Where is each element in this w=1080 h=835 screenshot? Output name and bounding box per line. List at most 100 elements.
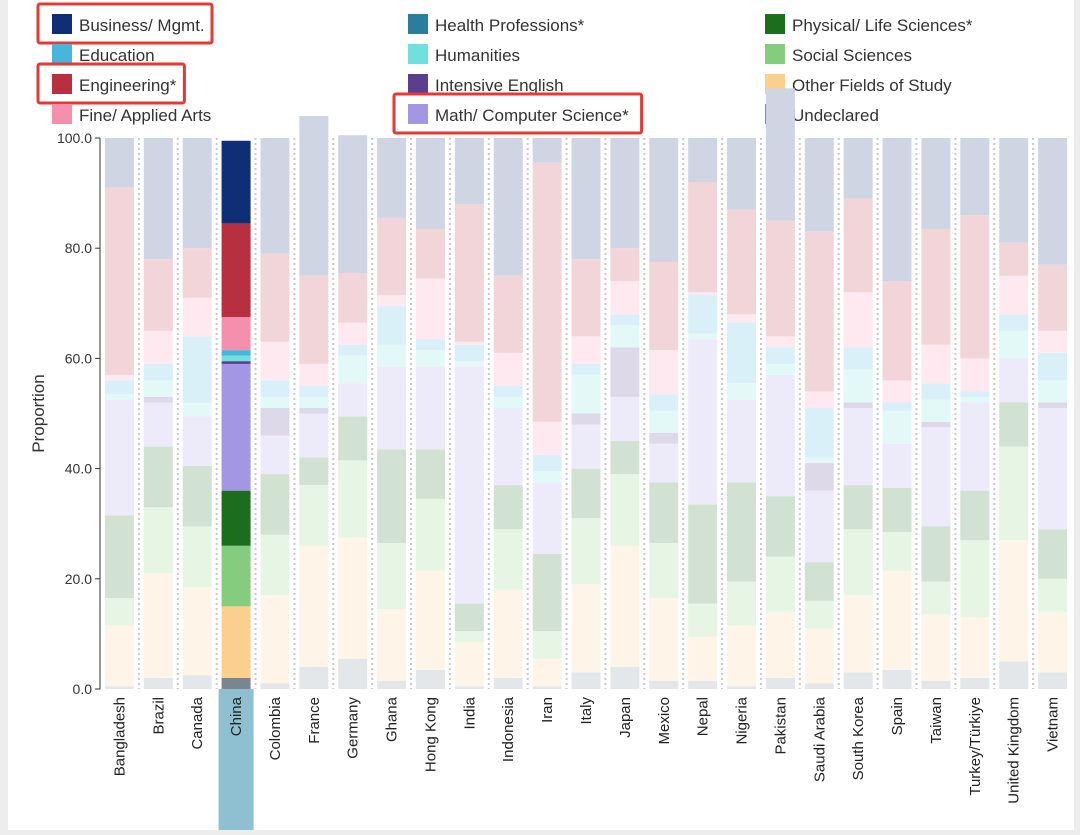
bar-segment-nigeria-humanities[interactable] [727, 383, 757, 400]
bar-segment-south-korea-engineering[interactable] [843, 198, 873, 293]
bar-segment-mexico-physical-life-sciences[interactable] [649, 482, 679, 543]
bar-segment-indonesia-business-mgmt[interactable] [493, 138, 523, 276]
bar-segment-canada-engineering[interactable] [182, 248, 212, 298]
bar-segment-germany-education[interactable] [338, 344, 368, 356]
bar-segment-turkey-t-rkiye-engineering[interactable] [960, 215, 990, 359]
bar-segment-spain-other-fields-of-study[interactable] [882, 570, 912, 670]
bar-segment-italy-business-mgmt[interactable] [571, 138, 601, 260]
bar-segment-turkey-t-rkiye-math-computer-science[interactable] [960, 402, 990, 491]
bar-segment-germany-business-mgmt[interactable] [338, 135, 368, 273]
bar-segment-spain-engineering[interactable] [882, 281, 912, 381]
bar-segment-saudi-arabia-math-computer-science[interactable] [804, 490, 834, 563]
bar-segment-turkey-t-rkiye-social-sciences[interactable] [960, 540, 990, 618]
bar-segment-colombia-undeclared[interactable] [260, 683, 290, 689]
bar-segment-nepal-other-fields-of-study[interactable] [688, 636, 718, 681]
bar-segment-south-korea-math-computer-science[interactable] [843, 407, 873, 486]
bar-segment-brazil-education[interactable] [143, 363, 173, 381]
x-category-label-vietnam[interactable]: Vietnam [1045, 697, 1062, 752]
bar-segment-bangladesh-education[interactable] [104, 380, 134, 395]
bar-segment-iran-undeclared[interactable] [532, 686, 562, 689]
bar-segment-saudi-arabia-engineering[interactable] [804, 231, 834, 392]
bar-segment-pakistan-math-computer-science[interactable] [765, 374, 795, 497]
bar-segment-united-kingdom-fine-applied-arts[interactable] [999, 275, 1029, 315]
bar-segment-france-intensive-english[interactable] [299, 407, 329, 414]
x-category-label-brazil[interactable]: Brazil [150, 697, 167, 735]
bar-segment-hong-kong-social-sciences[interactable] [415, 498, 445, 571]
bar-segment-brazil-humanities[interactable] [143, 380, 173, 397]
bar-segment-saudi-arabia-physical-life-sciences[interactable] [804, 562, 834, 601]
bar-segment-colombia-other-fields-of-study[interactable] [260, 595, 290, 684]
bar-segment-bangladesh-business-mgmt[interactable] [104, 138, 134, 188]
bar-segment-united-kingdom-math-computer-science[interactable] [999, 358, 1029, 403]
bar-segment-china-undeclared[interactable] [221, 677, 251, 689]
x-category-label-india[interactable]: India [461, 696, 478, 729]
bar-segment-canada-education[interactable] [182, 336, 212, 403]
x-category-label-ghana[interactable]: Ghana [384, 696, 401, 742]
bar-segment-hong-kong-physical-life-sciences[interactable] [415, 449, 445, 499]
bar-segment-germany-undeclared[interactable] [338, 658, 368, 689]
bar-segment-bangladesh-math-computer-science[interactable] [104, 399, 134, 516]
bar-segment-hong-kong-humanities[interactable] [415, 350, 445, 367]
bar-segment-brazil-other-fields-of-study[interactable] [143, 573, 173, 678]
bar-segment-mexico-undeclared[interactable] [649, 680, 679, 689]
bar-segment-vietnam-humanities[interactable] [1038, 380, 1068, 403]
bar-segment-nigeria-undeclared[interactable] [727, 686, 757, 689]
bar-segment-bangladesh-social-sciences[interactable] [104, 598, 134, 626]
bar-segment-bangladesh-engineering[interactable] [104, 187, 134, 375]
bar-segment-india-physical-life-sciences[interactable] [454, 603, 484, 632]
bar-segment-bangladesh-fine-applied-arts[interactable] [104, 374, 134, 381]
bar-segment-canada-undeclared[interactable] [182, 675, 212, 689]
bar-segment-saudi-arabia-humanities[interactable] [804, 457, 834, 464]
legend-social-sciences-swatch[interactable] [765, 44, 785, 64]
bar-segment-saudi-arabia-other-fields-of-study[interactable] [804, 628, 834, 684]
bar-segment-colombia-fine-applied-arts[interactable] [260, 341, 290, 381]
bar-segment-iran-social-sciences[interactable] [532, 631, 562, 659]
x-category-label-mexico[interactable]: Mexico [656, 697, 673, 745]
legend-health-professions-swatch[interactable] [408, 14, 428, 34]
bar-segment-brazil-engineering[interactable] [143, 259, 173, 331]
bar-segment-vietnam-other-fields-of-study[interactable] [1038, 611, 1068, 673]
bar-segment-japan-intensive-english[interactable] [610, 347, 640, 397]
bar-segment-japan-humanities[interactable] [610, 325, 640, 348]
bar-segment-brazil-social-sciences[interactable] [143, 507, 173, 574]
bar-segment-canada-physical-life-sciences[interactable] [182, 465, 212, 527]
bar-segment-mexico-other-fields-of-study[interactable] [649, 598, 679, 681]
bar-segment-nigeria-business-mgmt[interactable] [727, 138, 757, 210]
bar-segment-japan-other-fields-of-study[interactable] [610, 545, 640, 667]
bar-segment-germany-fine-applied-arts[interactable] [338, 322, 368, 345]
bar-segment-france-undeclared[interactable] [299, 666, 329, 689]
bar-segment-vietnam-education[interactable] [1038, 352, 1068, 381]
bar-segment-spain-physical-life-sciences[interactable] [882, 487, 912, 532]
bar-segment-united-kingdom-physical-life-sciences[interactable] [999, 402, 1029, 447]
bar-segment-japan-social-sciences[interactable] [610, 474, 640, 546]
bar-segment-spain-business-mgmt[interactable] [882, 138, 912, 282]
x-category-label-bangladesh[interactable]: Bangladesh [111, 697, 128, 776]
bar-segment-ghana-business-mgmt[interactable] [377, 138, 407, 218]
bar-segment-vietnam-business-mgmt[interactable] [1038, 138, 1068, 265]
bar-segment-spain-education[interactable] [882, 402, 912, 411]
bar-segment-ghana-engineering[interactable] [377, 217, 407, 296]
bar-segment-mexico-business-mgmt[interactable] [649, 138, 679, 262]
bar-segment-taiwan-education[interactable] [921, 383, 951, 400]
bar-segment-bangladesh-physical-life-sciences[interactable] [104, 515, 134, 599]
bar-segment-turkey-t-rkiye-undeclared[interactable] [960, 677, 990, 689]
bar-segment-indonesia-undeclared[interactable] [493, 677, 523, 689]
x-category-label-hong-kong[interactable]: Hong Kong [422, 697, 439, 772]
bar-segment-brazil-math-computer-science[interactable] [143, 402, 173, 447]
bar-segment-brazil-physical-life-sciences[interactable] [143, 446, 173, 508]
x-category-label-south-korea[interactable]: South Korea [850, 696, 867, 780]
bar-segment-taiwan-business-mgmt[interactable] [921, 138, 951, 229]
bar-segment-mexico-education[interactable] [649, 394, 679, 411]
bar-segment-mexico-social-sciences[interactable] [649, 542, 679, 599]
bar-segment-indonesia-math-computer-science[interactable] [493, 407, 523, 486]
bar-segment-ghana-undeclared[interactable] [377, 680, 407, 689]
bar-segment-turkey-t-rkiye-physical-life-sciences[interactable] [960, 490, 990, 541]
bar-segment-nigeria-fine-applied-arts[interactable] [727, 314, 757, 323]
bar-segment-germany-math-computer-science[interactable] [338, 383, 368, 417]
bar-segment-france-business-mgmt[interactable] [299, 115, 329, 276]
bar-segment-canada-fine-applied-arts[interactable] [182, 297, 212, 337]
bar-segment-nigeria-engineering[interactable] [727, 209, 757, 315]
bar-segment-nepal-undeclared[interactable] [688, 680, 718, 689]
bar-segment-india-engineering[interactable] [454, 204, 484, 342]
bar-segment-nepal-math-computer-science[interactable] [688, 339, 718, 505]
